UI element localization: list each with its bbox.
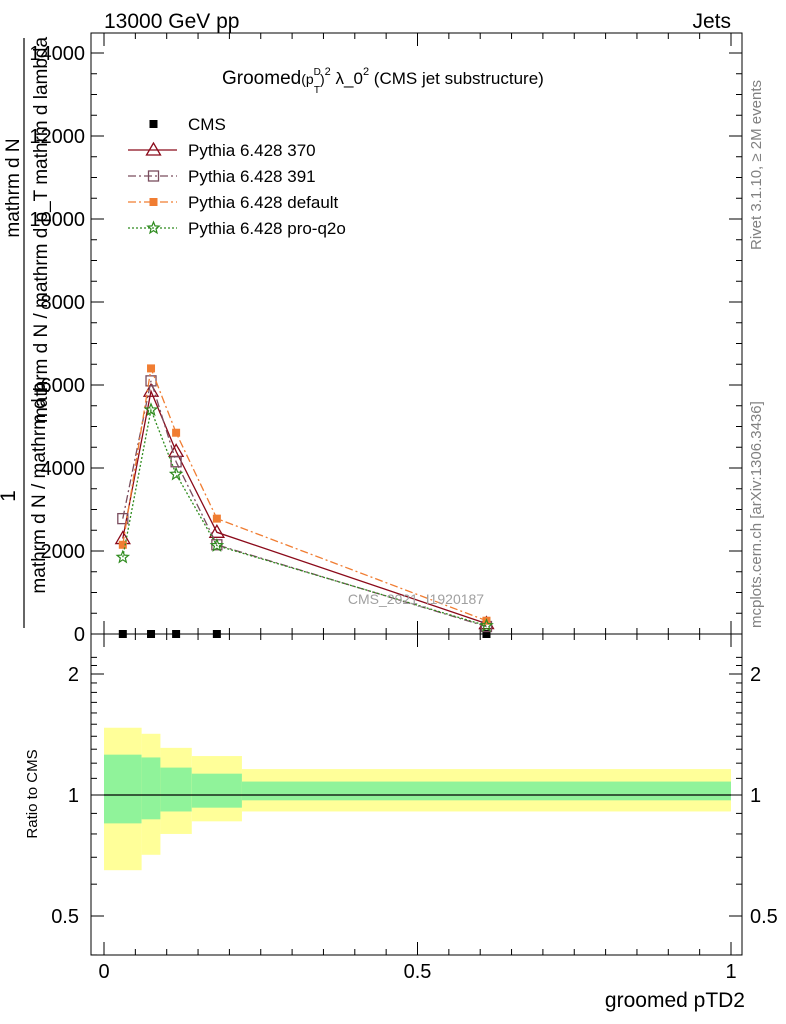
data-point-marker (143, 402, 159, 417)
main-ticks (91, 33, 742, 635)
legend-entry: Pythia 6.428 391 (128, 167, 316, 186)
plot-title-sup-2b: 2 (363, 66, 369, 78)
data-point-marker (172, 428, 181, 437)
ratio-y-tick-label-right: 2 (750, 664, 761, 686)
y-label-top-num: mathrm d N (3, 138, 24, 237)
main-y-tick-label: 0 (74, 624, 85, 646)
header-energy-label: 13000 GeV pp (104, 10, 239, 33)
main-y-tick-label: 4000 (41, 458, 86, 480)
data-point-marker (212, 514, 221, 523)
data-point-marker (117, 512, 129, 525)
main-y-tick-label: 2000 (41, 541, 86, 563)
series-line (122, 365, 487, 622)
ratio-y-tick-label-right: 0.5 (750, 906, 778, 928)
main-y-tick-label: 10000 (29, 209, 85, 231)
x-tick-label: 1 (725, 961, 736, 983)
ratio-y-tick-label: 0.5 (51, 906, 79, 928)
plot-title-lambda: λ_0 (331, 69, 363, 88)
y-label-top-den: mathrm d N / mathrm d p_T mathrm d lambd… (31, 37, 52, 424)
plot-title-close: ) (320, 71, 325, 87)
data-point-marker (145, 141, 162, 156)
ratio-inner-band (241, 781, 731, 801)
main-y-tick-label: 6000 (41, 375, 86, 397)
ratio-y-tick-label-right: 1 (750, 785, 761, 807)
ratio-inner-band (104, 754, 142, 824)
legend-label: Pythia 6.428 391 (188, 167, 316, 186)
x-axis-label: groomed pTD2 (605, 989, 745, 1012)
plot-title-sup-2: 2 (325, 66, 331, 78)
legend-entry: CMS (149, 115, 226, 134)
data-point-marker (147, 170, 160, 182)
x-tick-label: 0.5 (404, 961, 432, 983)
x-tick-label: 0 (98, 961, 109, 983)
main-tick-labels: 0 2000 4000 6000 8000 10000 12000 14000 (29, 43, 85, 646)
ratio-inner-band (160, 767, 192, 812)
main-panel: 0 2000 4000 6000 8000 10000 12000 14000 Groomed… (29, 32, 743, 646)
plot-title-prefix: Groomed (222, 68, 301, 89)
ratio-y-axis-label: Ratio to CMS (24, 749, 41, 838)
legend-label: Pythia 6.428 default (188, 193, 339, 212)
main-y-tick-label: 14000 (29, 43, 85, 65)
ratio-inner-band (191, 773, 242, 808)
legend-entry: Pythia 6.428 370 (128, 141, 316, 160)
series-line (122, 388, 487, 625)
analysis-watermark: CMS_2021_I1920187 (348, 591, 484, 607)
plot-title: Groomed(pD T)2 λ_02 (CMS jet substructure… (222, 66, 544, 96)
legend-label: CMS (188, 115, 226, 134)
data-point-marker (146, 220, 161, 235)
main-y-axis-label: 1 mathrm d N mathrm d N / mathrm d p_T m… (0, 37, 52, 628)
rivet-version-label: Rivet 3.1.10, ≥ 2M events (748, 80, 765, 250)
main-series (114, 364, 495, 638)
data-point-marker (147, 364, 156, 373)
data-point-marker (168, 466, 184, 481)
legend-entry: Pythia 6.428 default (128, 193, 339, 212)
legend-label: Pythia 6.428 370 (188, 141, 316, 160)
data-point-marker (209, 537, 225, 552)
ratio-ticks (91, 634, 742, 956)
ratio-panel: 0.5 0.5 1 1 2 2 0 0.5 1 (51, 633, 778, 983)
legend: CMS Pythia 6.428 370 Pythia 6.428 391 Pythi… (128, 115, 346, 238)
plot-title-paren: (p (301, 71, 314, 87)
data-point-marker (118, 540, 127, 549)
ratio-inner-band (141, 757, 161, 820)
series-3 (118, 364, 491, 625)
series-line (122, 380, 487, 628)
mcplots-label: mcplots.cern.ch [arXiv:1306.3436] (748, 401, 765, 628)
plot-title-sup-d: D (314, 67, 321, 78)
data-point-marker (115, 549, 131, 564)
main-y-tick-label: 8000 (41, 292, 86, 314)
data-point-marker (149, 120, 158, 128)
legend-entry: Pythia 6.428 pro-q2o (128, 219, 346, 238)
series-4 (115, 402, 494, 632)
data-point-marker (149, 198, 158, 206)
plot-title-sub-t: T (314, 85, 320, 96)
data-point-marker (208, 524, 225, 538)
ratio-bands (104, 727, 731, 871)
legend-label: Pythia 6.428 pro-q2o (188, 219, 346, 238)
plot-title-suffix: (CMS jet substructure) (369, 69, 544, 88)
y-label-bottom-num: mathrm d N / mathrm d p (29, 382, 50, 593)
header-jets-label: Jets (692, 10, 731, 33)
ratio-y-tick-label: 2 (68, 664, 79, 686)
ratio-y-tick-label: 1 (68, 785, 79, 807)
y-label-numerator-one: 1 (0, 490, 20, 502)
ratio-tick-labels: 0.5 0.5 1 1 2 2 0 0.5 1 (51, 664, 778, 983)
main-y-tick-label: 12000 (29, 126, 85, 148)
data-point-marker (479, 618, 494, 632)
